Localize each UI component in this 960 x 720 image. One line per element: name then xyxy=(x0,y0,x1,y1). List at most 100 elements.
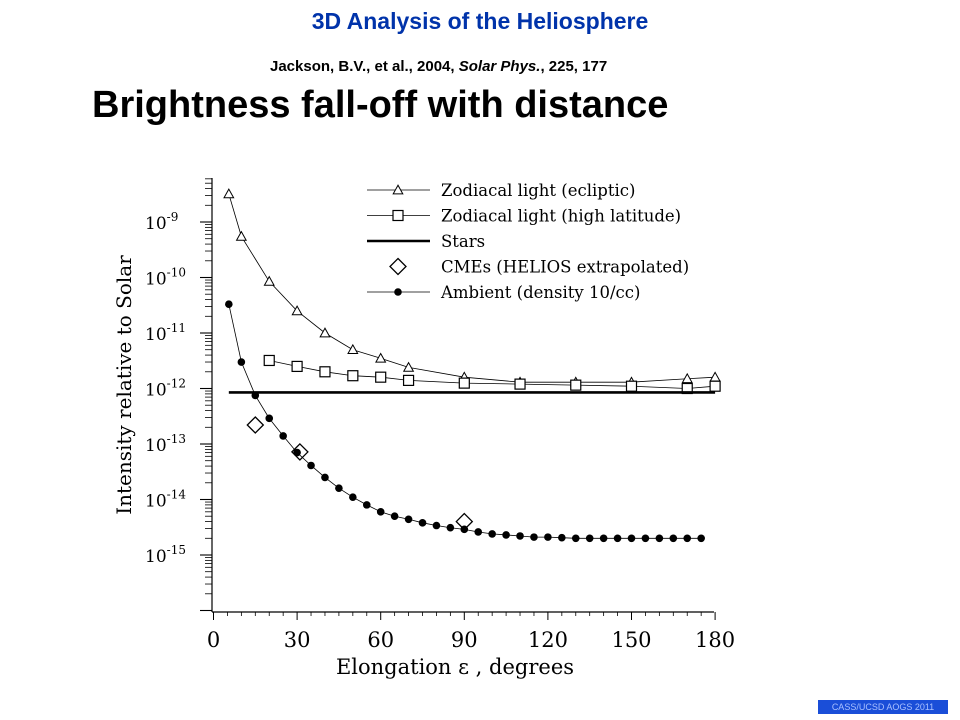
x-tick-label: 0 xyxy=(207,628,220,652)
data-point xyxy=(655,534,664,543)
x-tick-label: 90 xyxy=(451,628,478,652)
y-tick-label: 10-15 xyxy=(145,543,186,567)
legend-label: CMEs (HELIOS extrapolated) xyxy=(441,258,689,277)
x-axis-label: Elongation ε , degrees xyxy=(336,655,574,679)
data-point xyxy=(389,257,407,276)
data-point xyxy=(709,380,721,392)
data-point xyxy=(235,230,248,241)
data-point xyxy=(585,534,594,543)
data-point xyxy=(683,534,692,543)
data-point xyxy=(335,484,343,492)
citation-authors: Jackson, B.V., et al., 2004, xyxy=(270,58,459,75)
data-point xyxy=(225,300,233,309)
data-point xyxy=(613,534,622,543)
y-axis-label: Intensity relative to Solar xyxy=(112,255,136,515)
data-point xyxy=(544,533,552,541)
series-line xyxy=(269,360,716,389)
data-point xyxy=(347,343,359,355)
data-point xyxy=(402,374,415,386)
data-point xyxy=(263,275,275,286)
data-point xyxy=(321,473,329,482)
x-tick-label: 30 xyxy=(284,628,311,652)
data-point xyxy=(432,521,441,530)
legend-item: CMEs (HELIOS extrapolated) xyxy=(389,257,689,277)
data-point xyxy=(669,534,678,543)
data-point xyxy=(390,512,399,521)
legend-item: Stars xyxy=(367,232,485,251)
legend-item: Zodiacal light (ecliptic) xyxy=(367,181,635,200)
data-point xyxy=(514,378,526,390)
legend-item: Ambient (density 10/cc) xyxy=(367,283,640,302)
data-point xyxy=(404,515,413,524)
data-point xyxy=(627,534,636,543)
series-1 xyxy=(263,354,721,395)
data-point xyxy=(246,416,265,434)
citation: Jackson, B.V., et al., 2004, Solar Phys.… xyxy=(270,58,607,75)
data-point xyxy=(571,534,580,543)
data-point xyxy=(474,528,483,536)
data-point xyxy=(347,370,359,382)
data-point xyxy=(418,519,427,527)
data-point xyxy=(570,379,582,391)
slide-subtitle: Brightness fall-off with distance xyxy=(92,84,669,126)
x-tick-label: 60 xyxy=(367,628,394,652)
x-tick-label: 150 xyxy=(611,628,651,652)
y-tick-label: 10-11 xyxy=(145,321,186,345)
y-tick-label: 10-14 xyxy=(145,488,186,512)
y-tick-label: 10-12 xyxy=(145,377,186,401)
data-point xyxy=(376,508,385,516)
data-point xyxy=(625,380,638,392)
data-point xyxy=(502,531,510,539)
data-point xyxy=(375,371,387,383)
legend-label: Stars xyxy=(441,232,485,251)
data-point xyxy=(223,188,235,199)
data-point xyxy=(488,530,496,538)
data-point xyxy=(516,532,524,540)
footer-label: CASS/UCSD AOGS 2011 xyxy=(818,700,948,714)
data-point xyxy=(460,525,469,534)
data-point xyxy=(291,305,303,316)
data-point xyxy=(307,461,315,470)
series-4 xyxy=(225,300,705,543)
data-point xyxy=(362,501,371,509)
legend-item: Zodiacal light (high latitude) xyxy=(367,207,681,226)
legend: Zodiacal light (ecliptic) Zodiacal light … xyxy=(367,181,689,302)
citation-rest: , 225, 177 xyxy=(540,58,608,75)
data-point xyxy=(392,209,404,222)
legend-label: Zodiacal light (high latitude) xyxy=(441,207,681,226)
data-point xyxy=(349,493,357,502)
data-point xyxy=(237,358,246,366)
data-point xyxy=(291,360,303,373)
data-point xyxy=(319,366,331,378)
y-tick-label: 10-13 xyxy=(145,432,186,456)
page-title: 3D Analysis of the Heliosphere xyxy=(311,8,649,34)
x-tick-label: 120 xyxy=(528,628,568,652)
y-tick-label: 10-9 xyxy=(145,210,178,234)
data-point xyxy=(279,432,287,440)
series-line xyxy=(228,304,702,539)
data-point xyxy=(458,377,470,389)
data-point xyxy=(558,533,566,542)
data-point xyxy=(265,414,274,423)
data-point xyxy=(319,327,331,338)
data-point xyxy=(641,534,650,543)
data-point xyxy=(402,361,415,372)
data-point xyxy=(375,352,387,363)
citation-journal: Solar Phys. xyxy=(458,58,541,75)
data-point xyxy=(251,391,260,400)
data-point xyxy=(392,184,404,195)
data-point xyxy=(446,523,455,532)
series-line xyxy=(228,193,716,383)
legend-label: Ambient (density 10/cc) xyxy=(440,283,640,302)
data-point xyxy=(530,533,538,541)
data-point xyxy=(709,371,721,382)
data-point xyxy=(394,288,402,296)
data-point xyxy=(681,372,693,384)
x-tick-label: 180 xyxy=(695,628,735,652)
data-point xyxy=(263,354,275,367)
legend-label: Zodiacal light (ecliptic) xyxy=(441,181,635,200)
data-point xyxy=(293,448,301,457)
data-point xyxy=(599,534,608,543)
y-tick-label: 10-10 xyxy=(145,266,186,290)
